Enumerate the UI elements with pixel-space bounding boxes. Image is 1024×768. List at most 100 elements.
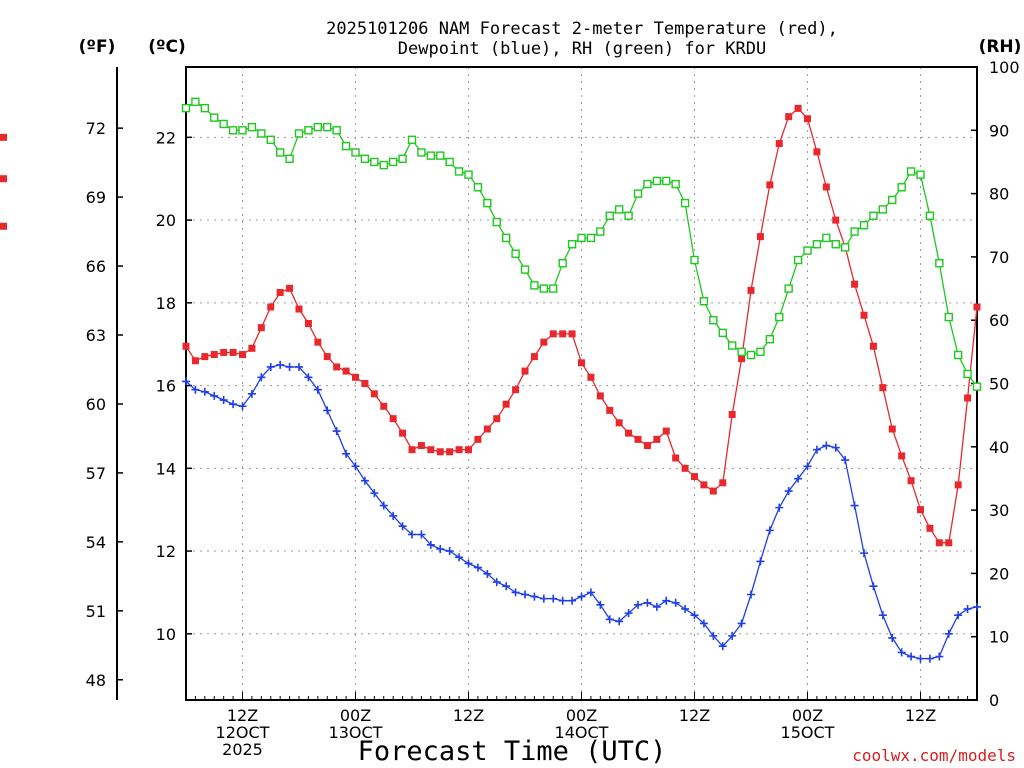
rh-point [850,227,859,236]
rh-series [181,97,982,391]
rh-point [549,284,558,293]
celsius-tick-label: 16 [156,377,176,396]
temperature-point [568,330,576,338]
temperature-point [530,353,538,361]
temperature-point [935,539,943,547]
temperature-point [220,348,228,356]
rh-point [341,141,351,151]
rh-point [379,160,388,170]
fahrenheit-tick-label: 72 [86,119,106,138]
temperature-point [455,446,463,454]
dewpoint-point [935,652,944,661]
temperature-point [643,442,651,450]
temperature-point [521,367,529,375]
x-tick-label: 12OCT [216,723,270,742]
rh-point [756,347,765,357]
data-series [0,97,982,663]
rh-point [275,148,285,157]
rh-point [294,129,304,138]
dewpoint-series [182,361,981,663]
dewpoint-point [841,456,850,465]
dewpoint-point [191,385,200,394]
temperature-point [474,435,482,443]
rh-point [822,233,831,243]
fahrenheit-tick-label: 48 [86,671,106,690]
rh-point [247,122,257,132]
temperature-point [502,400,510,408]
temperature-point [756,233,764,241]
rh-tick-label: 40 [989,438,1009,457]
dewpoint-point [530,592,539,601]
rh-point [765,334,775,344]
dewpoint-point [285,362,294,371]
x-tick-label: 12Z [905,706,936,725]
temperature-point [267,303,275,311]
dewpoint-point [944,629,953,638]
dewpoint-point [313,385,322,394]
temperature-point [832,216,840,224]
temperature-point [370,390,378,398]
fahrenheit-tick-label: 51 [86,602,106,621]
rh-point [323,122,332,132]
dewpoint-point [643,598,652,607]
dewpoint-point [671,598,680,607]
rh-point [304,126,313,135]
temperature-point [813,148,821,156]
dewpoint-point [699,619,708,628]
rh-point [313,122,323,132]
temperature-point [342,367,350,375]
rh-tick-label: 50 [989,375,1009,394]
dewpoint-point [417,530,426,539]
rh-point [436,151,445,160]
dewpoint-point [521,590,529,599]
dewpoint-point [954,611,963,620]
rh-point [784,284,793,293]
rh-point [407,135,417,144]
rh-point [530,281,539,290]
dewpoint-point [812,445,821,454]
dewpoint-point [473,563,482,572]
rh-point [454,167,464,176]
rh-point [501,233,511,243]
dewpoint-point [690,611,699,620]
dewpoint-point [897,648,906,657]
dewpoint-point [210,391,219,400]
temperature-point [182,342,190,350]
rh-point [492,217,501,227]
temperature-point [719,479,727,487]
dewpoint-point [332,427,341,436]
dewpoint-point [737,619,746,628]
rh-point [652,176,662,186]
dewpoint-point [728,631,737,640]
x-tick-label: 2025 [222,740,263,759]
temperature-point [615,419,623,427]
fahrenheit-tick-label: 60 [86,395,106,414]
rh-point [426,151,436,160]
rh-point [972,382,982,391]
chart-title-line1: 2025101206 NAM Forecast 2-meter Temperat… [326,19,838,39]
temperature-point [483,425,491,433]
x-tick-label: 14OCT [555,723,609,742]
temperature-point [794,104,802,112]
dewpoint-point [794,474,803,483]
temperature-point [653,435,661,443]
temperature-point [738,355,746,363]
dewpoint-point [775,503,784,512]
dewpoint-point [398,522,407,531]
rh-point [511,249,520,258]
rh-point [266,135,275,144]
temperature-point [540,338,548,346]
dewpoint-point [850,501,859,510]
dewpoint-point [756,557,765,566]
dewpoint-point [511,588,520,597]
rh-point [370,157,379,167]
dewpoint-point [342,449,351,458]
temperature-point [879,384,887,392]
axes [116,66,978,701]
dewpoint-point [596,600,605,609]
dewpoint-point [276,360,285,369]
x-tick-label: 00Z [340,706,371,725]
dewpoint-point [360,476,369,485]
temperature-point [634,435,642,443]
temperature-point [191,357,199,365]
